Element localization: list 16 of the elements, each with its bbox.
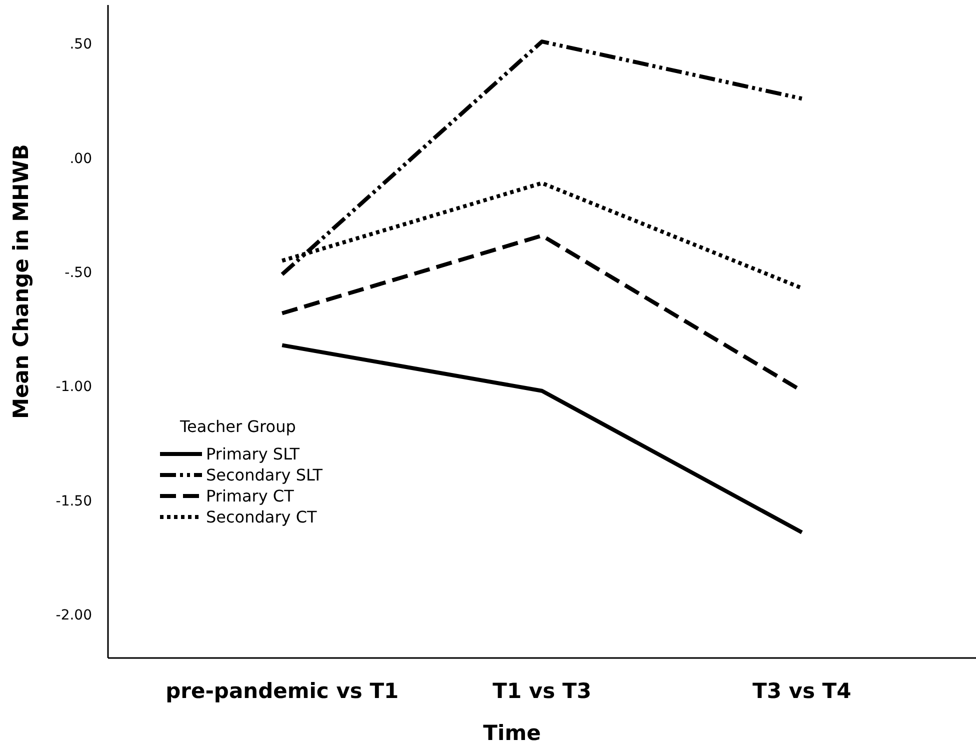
legend-label: Primary SLT	[206, 444, 300, 464]
legend-title: Teacher Group	[179, 417, 296, 436]
legend-label: Primary CT	[206, 486, 294, 506]
y-tick-label: -2.00	[56, 608, 92, 624]
y-tick-label: -1.00	[56, 379, 92, 396]
y-tick-label: .50	[70, 36, 92, 53]
x-tick-label: T3 vs T4	[752, 679, 852, 703]
x-axis-title: Time	[483, 721, 541, 744]
y-tick-label: -1.50	[56, 493, 92, 510]
x-tick-label: pre-pandemic vs T1	[166, 679, 399, 703]
legend-label: Secondary CT	[206, 508, 317, 527]
y-tick-label: -.50	[64, 265, 92, 282]
x-tick-label: T1 vs T3	[492, 679, 592, 703]
y-tick-label: .00	[70, 150, 92, 167]
legend-label: Secondary SLT	[206, 466, 323, 485]
y-axis-title: Mean Change in MHWB	[9, 144, 33, 419]
